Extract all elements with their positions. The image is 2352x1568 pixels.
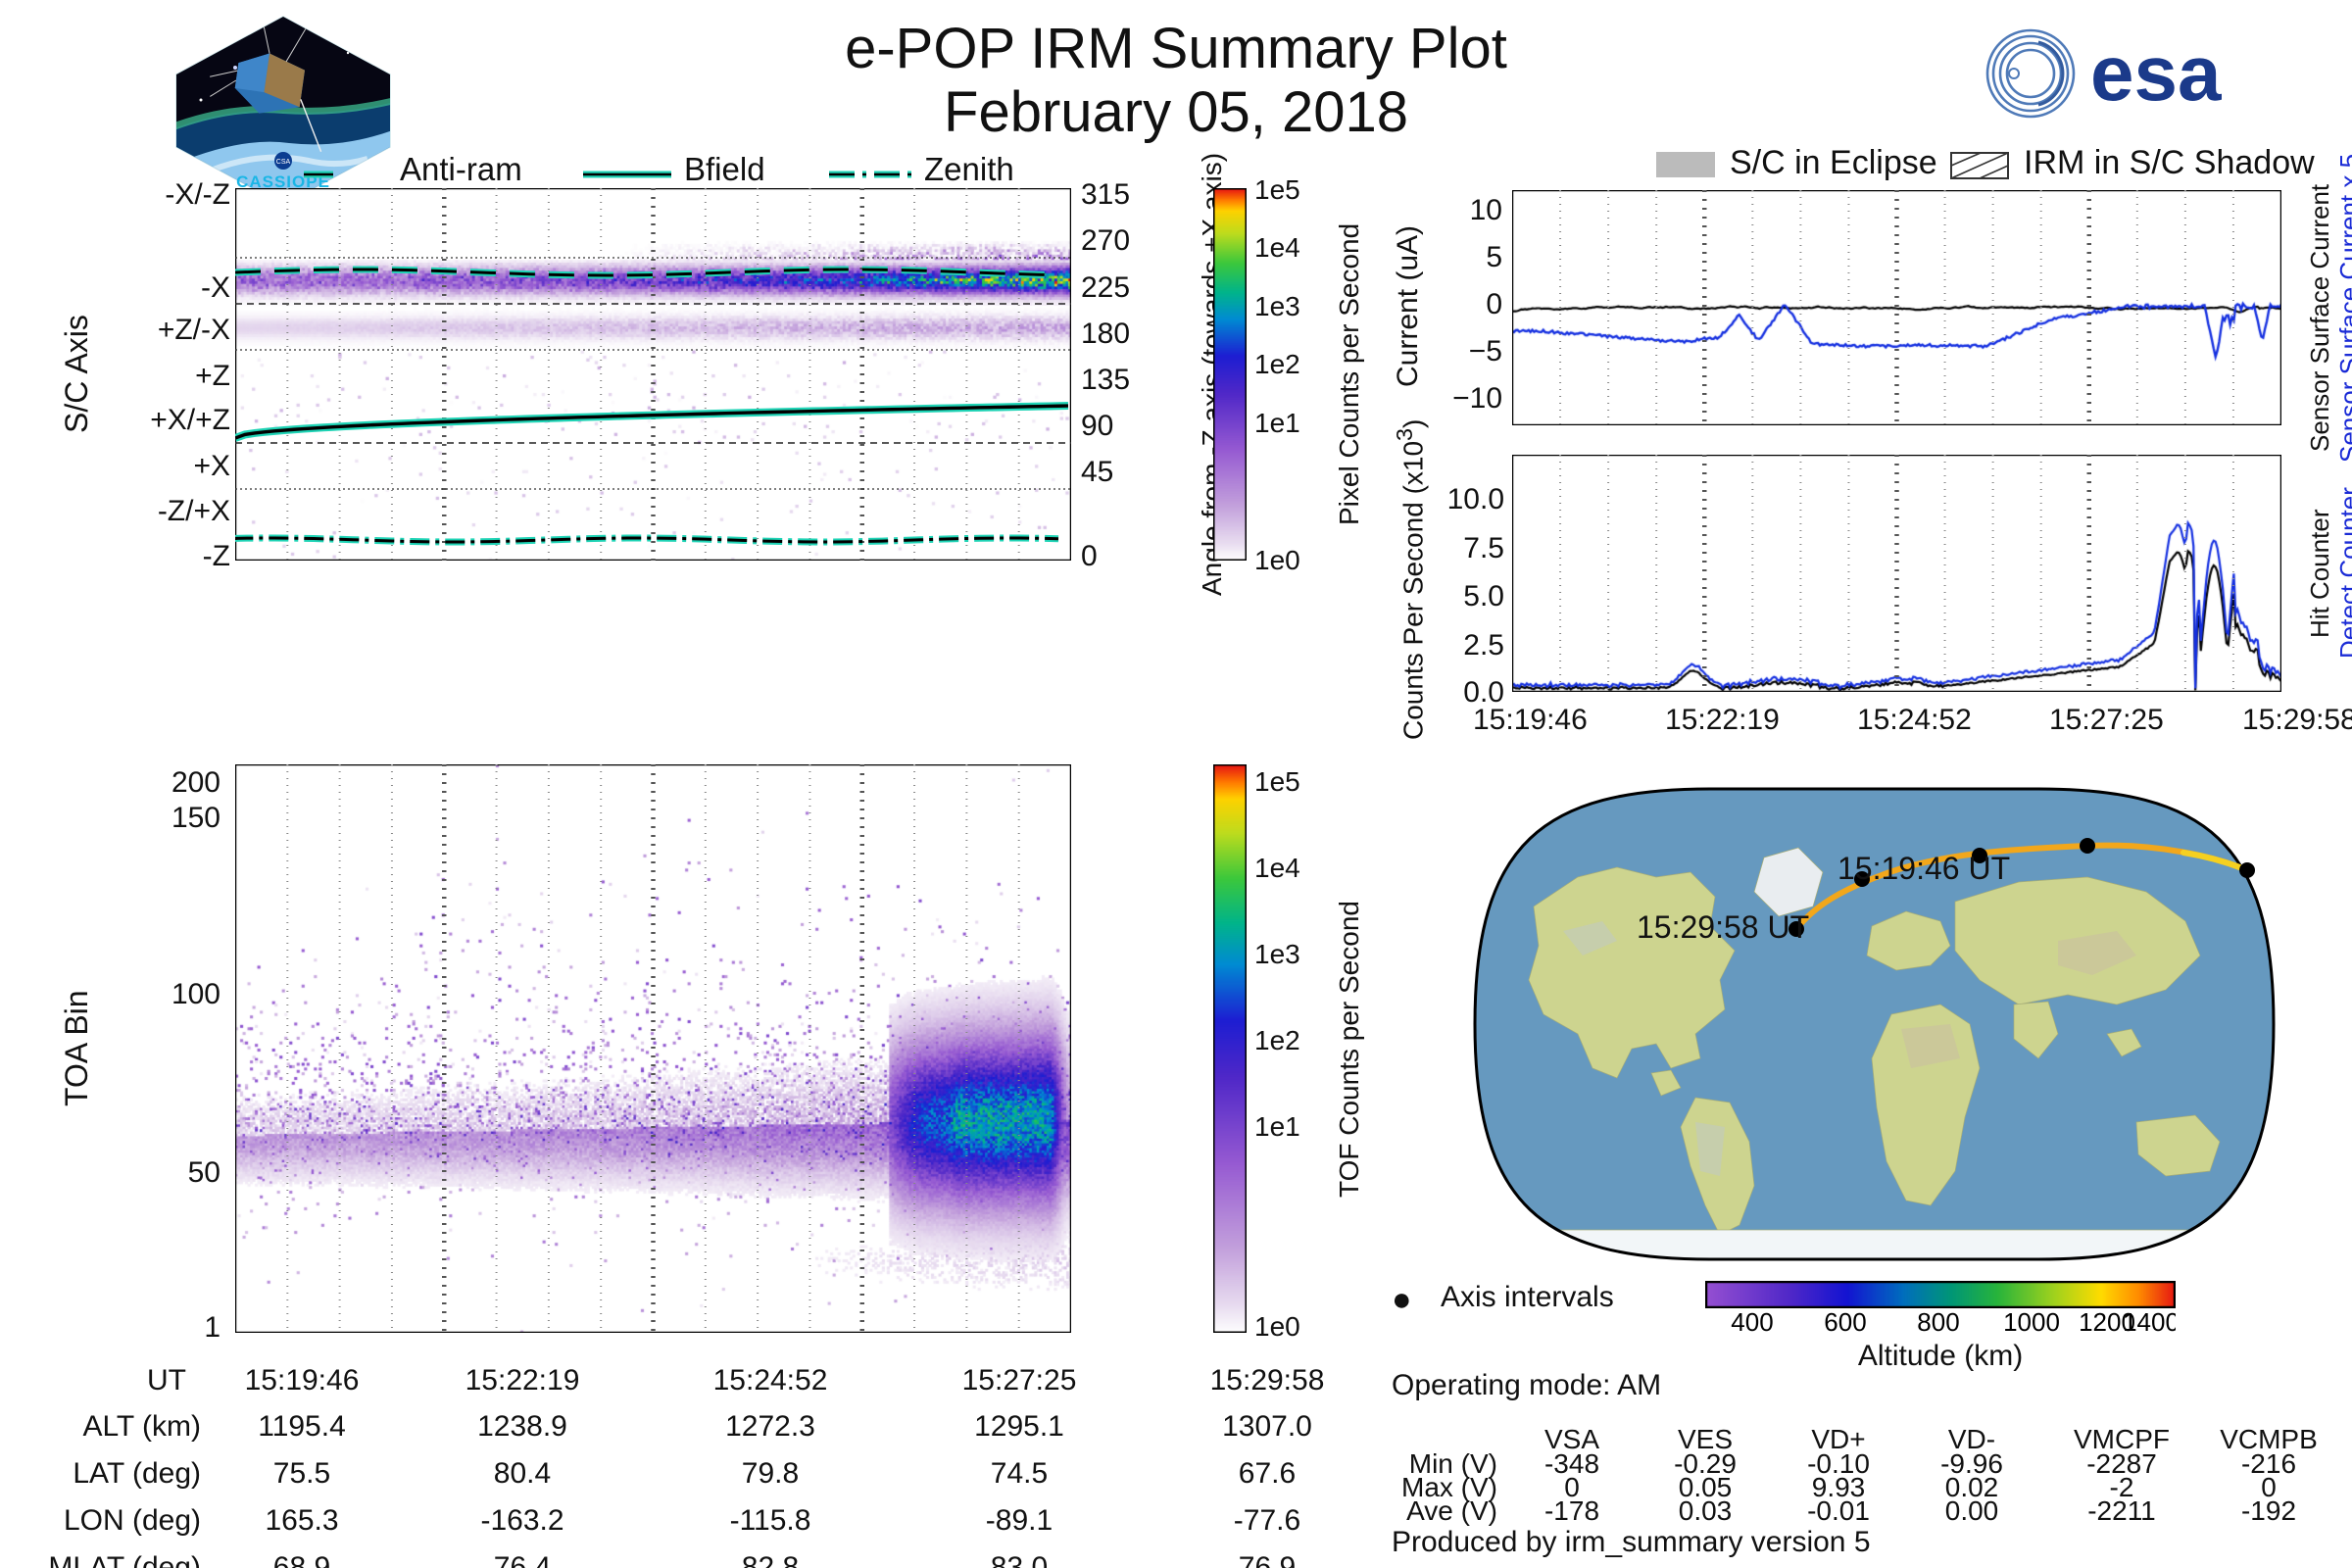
svg-text:esa: esa — [2090, 29, 2222, 117]
svg-text:600: 600 — [1824, 1309, 1866, 1337]
svg-text:800: 800 — [1917, 1309, 1959, 1337]
svg-text:1000: 1000 — [2003, 1309, 2060, 1337]
svg-text:CSA: CSA — [276, 159, 291, 166]
svg-text:400: 400 — [1731, 1309, 1773, 1337]
svg-text:1400: 1400 — [2123, 1309, 2176, 1337]
